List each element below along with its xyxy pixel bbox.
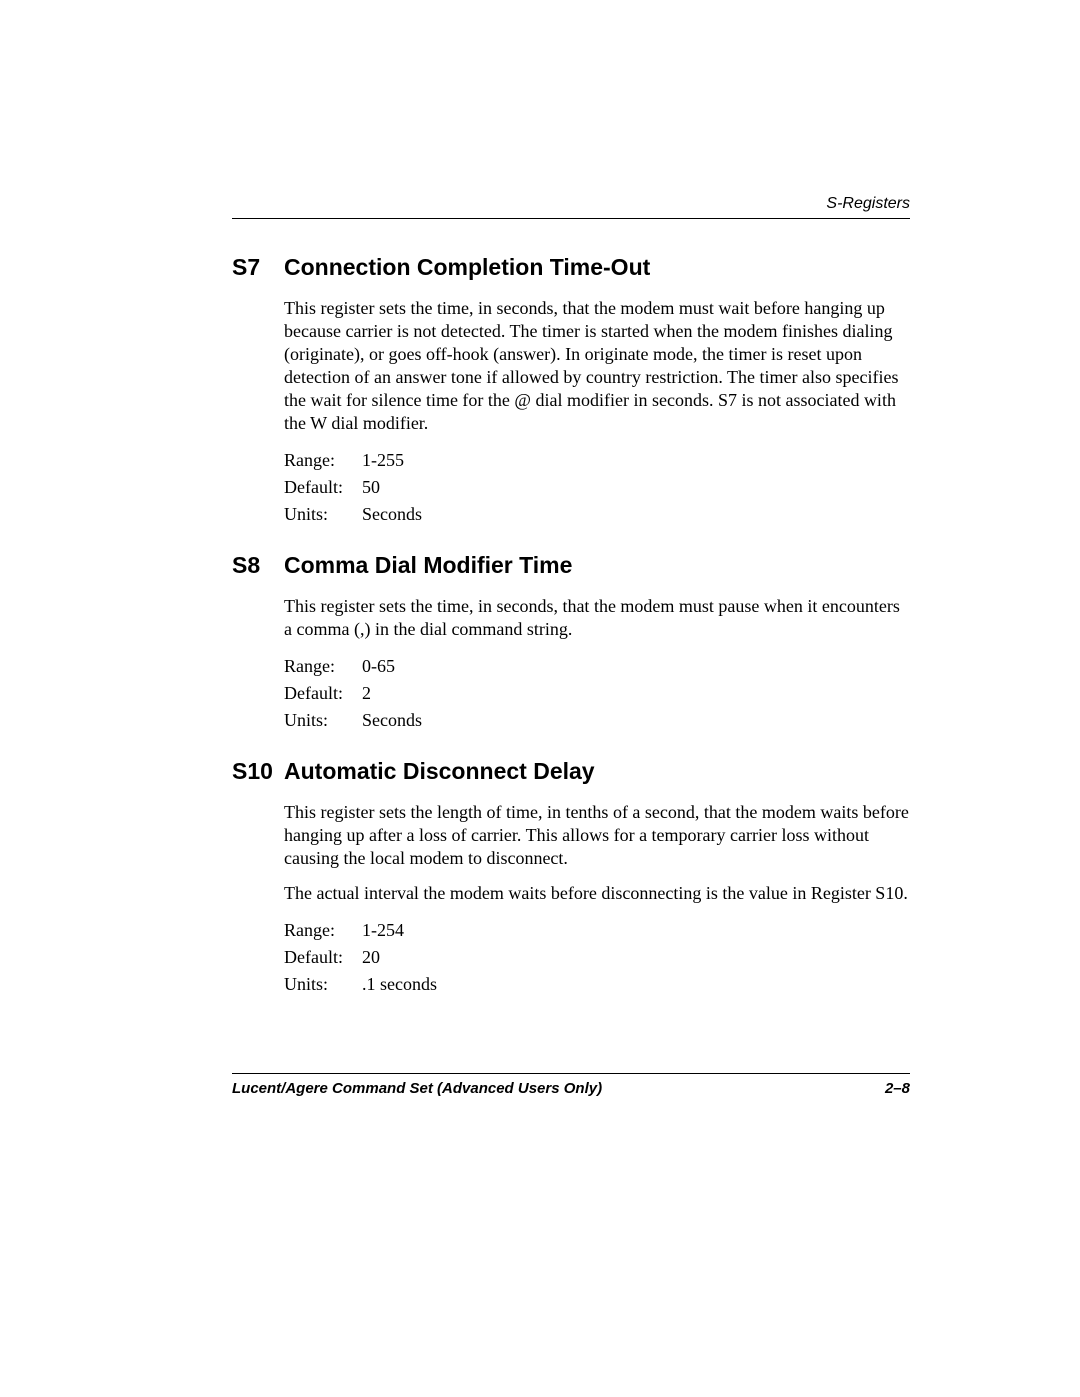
param-row-default: Default: 50	[284, 474, 422, 501]
section-heading: S10 Automatic Disconnect Delay	[232, 758, 910, 785]
footer-rule	[232, 1073, 910, 1074]
param-row-units: Units: .1 seconds	[284, 971, 437, 998]
param-value: 50	[362, 474, 422, 501]
section-code: S8	[232, 552, 284, 579]
param-row-units: Units: Seconds	[284, 707, 422, 734]
section-paragraph: The actual interval the modem waits befo…	[284, 882, 910, 905]
param-label: Default:	[284, 680, 362, 707]
section-s8: S8 Comma Dial Modifier Time This registe…	[232, 552, 910, 734]
param-label: Default:	[284, 944, 362, 971]
footer-page-number: 2–8	[885, 1080, 910, 1097]
section-code: S10	[232, 758, 284, 785]
section-paragraph: This register sets the time, in seconds,…	[284, 595, 910, 641]
section-title: Connection Completion Time-Out	[284, 254, 910, 281]
param-row-default: Default: 20	[284, 944, 437, 971]
param-value: .1 seconds	[362, 971, 437, 998]
param-row-range: Range: 1-254	[284, 917, 437, 944]
section-title: Comma Dial Modifier Time	[284, 552, 910, 579]
param-label: Range:	[284, 447, 362, 474]
header-rule	[232, 218, 910, 219]
footer-line: Lucent/Agere Command Set (Advanced Users…	[232, 1080, 910, 1097]
param-row-units: Units: Seconds	[284, 501, 422, 528]
section-heading: S8 Comma Dial Modifier Time	[232, 552, 910, 579]
footer-left: Lucent/Agere Command Set (Advanced Users…	[232, 1080, 602, 1097]
section-code: S7	[232, 254, 284, 281]
param-row-default: Default: 2	[284, 680, 422, 707]
param-value: 0-65	[362, 653, 422, 680]
param-label: Default:	[284, 474, 362, 501]
param-value: Seconds	[362, 501, 422, 528]
section-title: Automatic Disconnect Delay	[284, 758, 910, 785]
param-value: 2	[362, 680, 422, 707]
section-paragraph: This register sets the time, in seconds,…	[284, 297, 910, 435]
param-table: Range: 0-65 Default: 2 Units: Seconds	[284, 653, 422, 734]
param-value: Seconds	[362, 707, 422, 734]
param-table: Range: 1-255 Default: 50 Units: Seconds	[284, 447, 422, 528]
param-label: Units:	[284, 971, 362, 998]
page-footer: Lucent/Agere Command Set (Advanced Users…	[232, 1073, 910, 1097]
section-paragraph: This register sets the length of time, i…	[284, 801, 910, 870]
section-s7: S7 Connection Completion Time-Out This r…	[232, 254, 910, 528]
section-s10: S10 Automatic Disconnect Delay This regi…	[232, 758, 910, 998]
param-value: 1-255	[362, 447, 422, 474]
param-label: Range:	[284, 917, 362, 944]
param-row-range: Range: 0-65	[284, 653, 422, 680]
param-value: 20	[362, 944, 437, 971]
param-value: 1-254	[362, 917, 437, 944]
document-page: S-Registers S7 Connection Completion Tim…	[0, 0, 1080, 1397]
header-section-label: S-Registers	[826, 195, 910, 213]
param-label: Units:	[284, 501, 362, 528]
param-label: Units:	[284, 707, 362, 734]
param-label: Range:	[284, 653, 362, 680]
param-table: Range: 1-254 Default: 20 Units: .1 secon…	[284, 917, 437, 998]
content-area: S7 Connection Completion Time-Out This r…	[232, 248, 910, 1022]
param-row-range: Range: 1-255	[284, 447, 422, 474]
section-heading: S7 Connection Completion Time-Out	[232, 254, 910, 281]
